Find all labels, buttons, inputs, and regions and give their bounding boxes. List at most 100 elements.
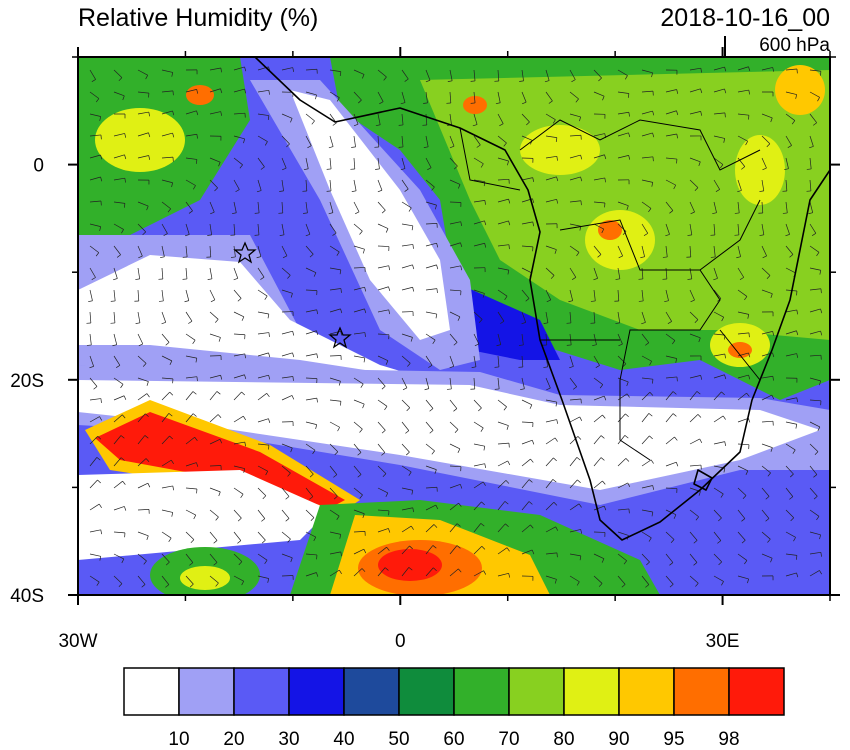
wind-barb (279, 234, 285, 236)
wind-barb (521, 113, 530, 123)
wind-barb (521, 69, 524, 81)
wind-barb (689, 438, 700, 445)
wind-barb (690, 211, 695, 215)
wind-barb (737, 553, 748, 561)
wind-barb (137, 531, 149, 537)
wind-barb (401, 179, 409, 190)
colorbar-label: 70 (498, 729, 519, 750)
wind-barb (689, 157, 701, 163)
wind-barb (233, 441, 245, 445)
wind-barb (531, 549, 535, 555)
wind-barb (292, 376, 294, 381)
wind-barb (357, 452, 362, 456)
y-tick-label: 0 (33, 156, 44, 177)
wind-barb (724, 441, 727, 447)
wind-barb (185, 289, 190, 301)
wind-barb (545, 113, 556, 120)
wind-barb (161, 289, 164, 301)
wind-barb (765, 496, 770, 500)
wind-barb (281, 179, 284, 191)
wind-barb (281, 575, 294, 577)
wind-barb (358, 99, 362, 104)
wind-barb (161, 245, 165, 257)
wind-barb (209, 289, 216, 301)
wind-barb (689, 414, 699, 423)
wind-barb (737, 157, 746, 167)
wind-barb (689, 531, 698, 541)
wind-barb (353, 135, 356, 147)
wind-barb (428, 364, 433, 368)
wind-barb (171, 182, 173, 188)
wind-barb (665, 531, 675, 540)
wind-barb (785, 68, 797, 71)
wind-barb (481, 501, 485, 506)
wind-barb (473, 545, 483, 555)
wind-barb (689, 201, 695, 213)
field-region (95, 108, 185, 172)
wind-barb (625, 413, 629, 418)
wind-barb (432, 545, 437, 549)
wind-barb (329, 377, 341, 382)
wind-barb (207, 234, 212, 236)
wind-barb (617, 377, 629, 383)
wind-barb (761, 375, 773, 379)
wind-barb (483, 181, 486, 187)
wind-barb (761, 157, 767, 169)
wind-barb (425, 69, 431, 81)
wind-barb (809, 113, 817, 123)
wind-barb (507, 270, 510, 275)
wind-barb (569, 91, 579, 100)
wind-barb (761, 331, 773, 335)
colorbar-box (618, 667, 675, 716)
wind-barb (617, 575, 626, 585)
wind-barb (593, 553, 605, 559)
wind-barb (762, 167, 767, 171)
wind-barb (473, 501, 482, 511)
map-axes: 30W 0 30E 0 20S 40S (10, 47, 840, 652)
wind-barb (548, 100, 553, 104)
wind-barb (381, 386, 386, 390)
wind-barb (359, 494, 363, 499)
wind-barb (161, 355, 173, 362)
wind-barb (401, 91, 406, 103)
wind-barb (424, 388, 429, 391)
wind-barb (724, 66, 727, 72)
wind-barb (89, 200, 101, 203)
wind-barb (377, 113, 381, 125)
wind-barb (699, 438, 703, 444)
wind-barb (185, 333, 196, 341)
wind-barb (353, 377, 364, 385)
wind-barb (305, 113, 315, 122)
wind-barb (388, 265, 391, 271)
wind-barb (291, 395, 295, 400)
wind-barb (766, 275, 771, 279)
wind-barb (388, 309, 391, 315)
wind-barb (449, 443, 461, 450)
wind-barb (360, 383, 364, 388)
wind-barb (713, 179, 720, 190)
colorbar-box (508, 667, 565, 716)
wind-barb (406, 451, 410, 456)
wind-barb (761, 531, 771, 540)
wind-barb (195, 358, 198, 363)
wind-barb (353, 548, 365, 555)
wind-barb (89, 134, 101, 137)
wind-barb (261, 518, 266, 522)
wind-barb (377, 567, 386, 577)
wind-barb (410, 525, 414, 530)
wind-barb (665, 245, 668, 257)
wind-barb (169, 360, 173, 365)
wind-barb (137, 458, 147, 467)
wind-barb (772, 67, 775, 72)
wind-barb (694, 187, 699, 192)
wind-barb (593, 435, 602, 445)
wind-barb (241, 316, 245, 321)
wind-barb (171, 72, 174, 77)
wind-barb (193, 185, 196, 190)
wind-barb (209, 157, 221, 163)
wind-barb (521, 399, 533, 406)
wind-barb (305, 135, 312, 146)
wind-barb (305, 289, 318, 292)
wind-barb (785, 309, 797, 313)
wind-barb (785, 91, 797, 95)
